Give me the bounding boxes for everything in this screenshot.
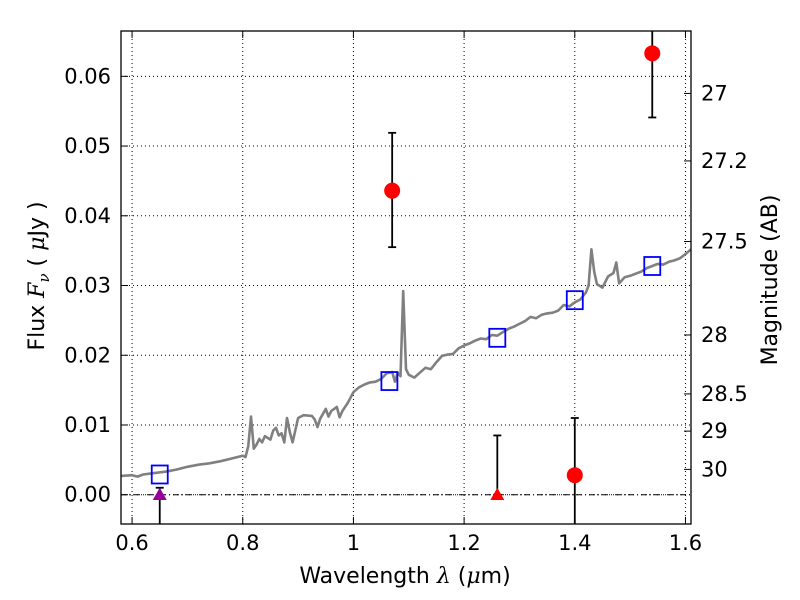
detection-point <box>566 467 583 484</box>
x-tick-label: 1.2 <box>447 531 480 555</box>
y2-tick-label: 27.2 <box>701 149 748 173</box>
y2-tick-label: 30 <box>701 457 728 481</box>
x-tick-labels: 0.6 0.8 1 1.2 1.4 1.6 <box>115 531 702 555</box>
axis-ticks <box>121 31 691 524</box>
upper-limit-triangle <box>152 487 167 500</box>
synthetic-photometry-square <box>488 327 507 348</box>
y-tick-label: 0.00 <box>64 483 111 507</box>
y-axis-label: Flux Fν ( μJy ) <box>25 201 53 350</box>
detection-point <box>644 45 661 62</box>
y-tick-label: 0.05 <box>64 134 111 158</box>
detection-point <box>384 182 401 199</box>
y2-tick-label: 28.5 <box>701 382 748 406</box>
y2-tick-label: 29 <box>701 419 728 443</box>
synthetic-photometry-square <box>380 371 399 391</box>
synthetic-photometry-square <box>150 464 169 485</box>
grid-lines <box>121 31 691 524</box>
data-markers <box>150 45 662 500</box>
error-bars <box>155 31 657 524</box>
y2-tick-label: 27.5 <box>701 230 748 254</box>
y-tick-label: 0.02 <box>64 343 111 367</box>
y2-tick-label: 28 <box>701 323 728 347</box>
y-tick-label: 0.04 <box>64 204 111 228</box>
synthetic-photometry-square <box>643 256 662 276</box>
x-tick-label: 1.4 <box>558 531 591 555</box>
y-tick-labels: 0.00 0.01 0.02 0.03 0.04 0.05 0.06 <box>64 64 111 506</box>
model-spectrum-series <box>120 248 692 478</box>
x-tick-label: 1 <box>347 531 360 555</box>
x-tick-label: 1.6 <box>669 531 702 555</box>
x-tick-label: 0.6 <box>115 531 148 555</box>
x-axis-label: Wavelength λ (μm) <box>299 564 510 589</box>
y-tick-label: 0.01 <box>64 413 111 437</box>
y-tick-label: 0.03 <box>64 274 111 298</box>
upper-limit-triangle <box>490 487 505 500</box>
synthetic-photometry-square <box>565 290 584 311</box>
model-spectrum-line <box>120 248 692 478</box>
y2-tick-label: 27 <box>701 81 728 105</box>
y2-tick-labels: 27 27.2 27.5 28 28.5 29 30 <box>701 81 748 481</box>
y2-axis-label: Magnitude (AB) <box>758 195 783 366</box>
y-tick-label: 0.06 <box>64 64 111 88</box>
plot-frame <box>120 30 692 525</box>
x-tick-label: 0.8 <box>226 531 259 555</box>
